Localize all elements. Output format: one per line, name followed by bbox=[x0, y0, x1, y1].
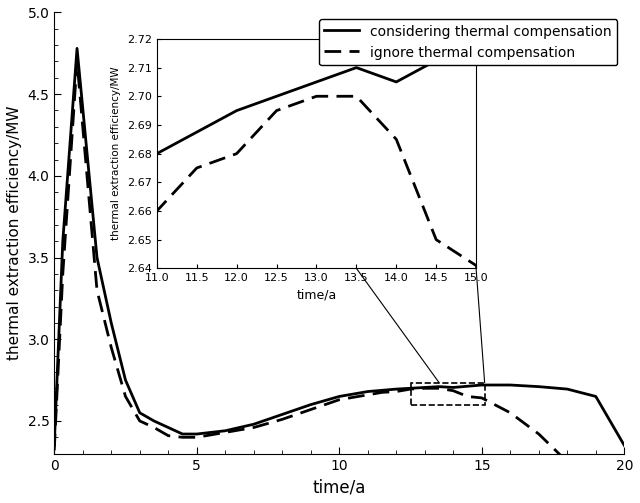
ignore thermal compensation bbox=[73, 58, 81, 64]
ignore thermal compensation bbox=[335, 397, 343, 403]
considering thermal compensation bbox=[435, 384, 443, 390]
ignore thermal compensation bbox=[406, 386, 414, 392]
considering thermal compensation bbox=[221, 428, 229, 434]
ignore thermal compensation bbox=[435, 385, 443, 391]
considering thermal compensation bbox=[563, 386, 571, 392]
considering thermal compensation bbox=[193, 431, 200, 437]
considering thermal compensation bbox=[278, 411, 286, 417]
considering thermal compensation bbox=[478, 382, 486, 388]
ignore thermal compensation bbox=[378, 389, 386, 395]
considering thermal compensation bbox=[421, 384, 429, 390]
ignore thermal compensation bbox=[59, 271, 67, 277]
ignore thermal compensation bbox=[122, 393, 129, 399]
considering thermal compensation bbox=[592, 393, 600, 399]
ignore thermal compensation bbox=[506, 410, 514, 416]
ignore thermal compensation bbox=[136, 418, 143, 424]
ignore thermal compensation bbox=[179, 434, 186, 440]
ignore thermal compensation bbox=[364, 392, 372, 398]
ignore thermal compensation bbox=[150, 425, 158, 431]
ignore thermal compensation bbox=[193, 434, 200, 440]
Y-axis label: thermal extraction efficiency/MW: thermal extraction efficiency/MW bbox=[7, 106, 22, 360]
ignore thermal compensation bbox=[563, 459, 571, 465]
considering thermal compensation bbox=[506, 382, 514, 388]
ignore thermal compensation bbox=[93, 287, 101, 293]
considering thermal compensation bbox=[335, 393, 343, 399]
considering thermal compensation bbox=[150, 418, 158, 424]
considering thermal compensation bbox=[449, 384, 457, 390]
ignore thermal compensation bbox=[108, 345, 115, 351]
ignore thermal compensation bbox=[278, 416, 286, 423]
ignore thermal compensation bbox=[421, 385, 429, 391]
ignore thermal compensation bbox=[592, 483, 600, 489]
ignore thermal compensation bbox=[478, 395, 486, 401]
Legend: considering thermal compensation, ignore thermal compensation: considering thermal compensation, ignore… bbox=[319, 20, 618, 65]
considering thermal compensation bbox=[535, 384, 543, 390]
Line: ignore thermal compensation: ignore thermal compensation bbox=[54, 61, 624, 503]
ignore thermal compensation bbox=[449, 388, 457, 394]
ignore thermal compensation bbox=[164, 433, 172, 439]
considering thermal compensation bbox=[164, 425, 172, 431]
ignore thermal compensation bbox=[221, 430, 229, 436]
considering thermal compensation bbox=[73, 45, 81, 51]
considering thermal compensation bbox=[108, 320, 115, 326]
ignore thermal compensation bbox=[250, 425, 258, 431]
considering thermal compensation bbox=[59, 238, 67, 244]
Line: considering thermal compensation: considering thermal compensation bbox=[54, 48, 624, 446]
considering thermal compensation bbox=[620, 443, 628, 449]
ignore thermal compensation bbox=[535, 431, 543, 437]
considering thermal compensation bbox=[136, 410, 143, 416]
ignore thermal compensation bbox=[464, 393, 472, 399]
considering thermal compensation bbox=[93, 255, 101, 261]
ignore thermal compensation bbox=[307, 406, 315, 412]
considering thermal compensation bbox=[250, 421, 258, 427]
considering thermal compensation bbox=[307, 401, 315, 407]
considering thermal compensation bbox=[122, 377, 129, 383]
considering thermal compensation bbox=[51, 443, 58, 449]
Bar bbox=[410, 383, 484, 405]
considering thermal compensation bbox=[392, 386, 400, 392]
considering thermal compensation bbox=[364, 388, 372, 394]
X-axis label: time/a: time/a bbox=[312, 478, 366, 496]
ignore thermal compensation bbox=[51, 447, 58, 453]
considering thermal compensation bbox=[179, 431, 186, 437]
ignore thermal compensation bbox=[392, 388, 400, 394]
